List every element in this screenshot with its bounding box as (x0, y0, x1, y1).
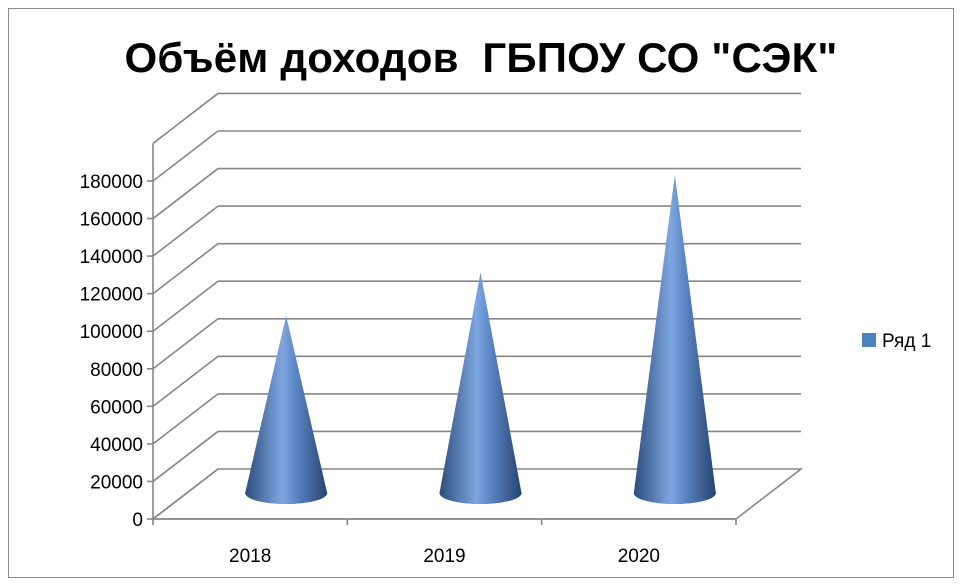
legend-swatch (862, 333, 876, 347)
cone-2019 (439, 272, 522, 505)
x-tick-label: 2018 (229, 546, 271, 567)
y-tick-label: 160000 (80, 210, 143, 231)
y-tick-label: 0 (132, 510, 143, 531)
cone-body (245, 315, 328, 504)
legend-label-series-1: Ряд 1 (882, 331, 931, 352)
x-tick-label: 2020 (618, 546, 660, 567)
gridline-side (152, 243, 219, 295)
cone-body (633, 174, 716, 505)
y-tick-label: 140000 (80, 247, 143, 268)
gridline-side (152, 318, 219, 370)
gridline-side (152, 167, 219, 220)
y-tick-label: 20000 (90, 472, 143, 493)
gridline-side (152, 92, 219, 145)
gridline-side (152, 430, 219, 483)
series-cones (245, 174, 716, 505)
gridline-side (152, 205, 219, 257)
y-axis-ticks: 0 20000 40000 60000 80000 100000 120000 140000 1… (80, 172, 153, 531)
gridline-side (152, 130, 219, 182)
gridline-side (152, 280, 219, 332)
cone-2020 (633, 174, 716, 505)
y-tick-label: 120000 (80, 285, 143, 306)
x-tick-label: 2019 (423, 546, 465, 567)
cone-body (439, 272, 522, 505)
legend: Ряд 1 (862, 331, 931, 352)
y-tick-label: 40000 (90, 435, 143, 456)
gridline-side (152, 355, 219, 407)
y-tick-label: 100000 (80, 322, 143, 343)
y-tick-label: 180000 (80, 172, 143, 193)
gridline-side (152, 468, 219, 520)
cone-2018 (245, 315, 328, 504)
chart-title: Объём доходов ГБПОУ СО "СЭК" (124, 34, 838, 81)
x-axis-ticks: 2018 2019 2020 (152, 519, 737, 567)
y-tick-label: 60000 (90, 397, 143, 418)
y-tick-label: 80000 (90, 360, 143, 381)
gridline-side (152, 393, 219, 445)
